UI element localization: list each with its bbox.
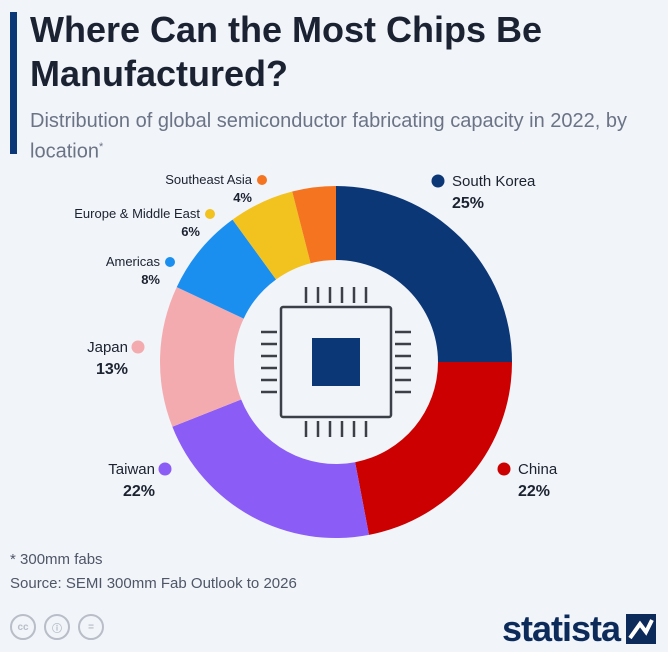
by-icon[interactable]: ⓘ [44, 614, 70, 640]
nd-icon[interactable]: = [78, 614, 104, 640]
legend-dot-americas [165, 257, 175, 267]
statista-logo[interactable]: statista [502, 608, 656, 650]
slice-americas[interactable] [176, 219, 277, 319]
value-japan: 13% [96, 361, 128, 378]
value-china: 22% [518, 483, 550, 500]
label-japan: Japan [87, 339, 128, 356]
legend-dot-china [497, 462, 511, 476]
value-taiwan: 22% [123, 483, 155, 500]
slice-south-korea[interactable] [336, 186, 512, 362]
label-china: China [518, 461, 558, 478]
subtitle-text: Distribution of global semiconductor fab… [30, 110, 627, 163]
slice-japan[interactable] [160, 287, 244, 427]
value-south-korea: 25% [452, 195, 484, 212]
slice-china[interactable] [355, 362, 512, 535]
title-accent-bar [10, 12, 17, 154]
license-icons: cc ⓘ = [10, 614, 104, 640]
slice-europe-middle-east[interactable] [232, 191, 311, 280]
chart-subtitle: Distribution of global semiconductor fab… [30, 108, 650, 165]
legend-dot-taiwan [158, 462, 172, 476]
value-southeast-asia: 4% [233, 190, 252, 205]
legend-dot-south-korea [431, 174, 445, 188]
brand-name: statista [501, 608, 621, 649]
legend-dot-europe-middle-east [205, 209, 215, 219]
donut-chart: South Korea 25% China 22% Taiwan 22% Japan 13% A… [74, 172, 558, 538]
subtitle-footnote-mark: * [98, 141, 104, 153]
label-americas: Americas [106, 254, 161, 269]
label-south-korea: South Korea [452, 173, 536, 190]
source: Source: SEMI 300mm Fab Outlook to 2026 [10, 575, 297, 592]
label-europe-middle-east: Europe & Middle East [74, 206, 200, 221]
value-europe-middle-east: 6% [181, 224, 200, 239]
footnote-block: * 300mm fabs Source: SEMI 300mm Fab Outl… [10, 548, 297, 596]
slice-southeast-asia[interactable] [292, 186, 336, 264]
label-southeast-asia: Southeast Asia [165, 172, 252, 187]
legend-dot-southeast-asia [257, 175, 267, 185]
statista-mark-icon [626, 614, 656, 644]
value-americas: 8% [141, 272, 160, 287]
slice-taiwan[interactable] [172, 399, 369, 538]
chart-title: Where Can the Most Chips Be Manufactured… [30, 9, 543, 94]
cc-icon[interactable]: cc [10, 614, 36, 640]
chip-icon [261, 287, 411, 437]
label-taiwan: Taiwan [108, 461, 155, 478]
footnote: * 300mm fabs [10, 551, 103, 568]
legend-dot-japan [131, 340, 145, 354]
